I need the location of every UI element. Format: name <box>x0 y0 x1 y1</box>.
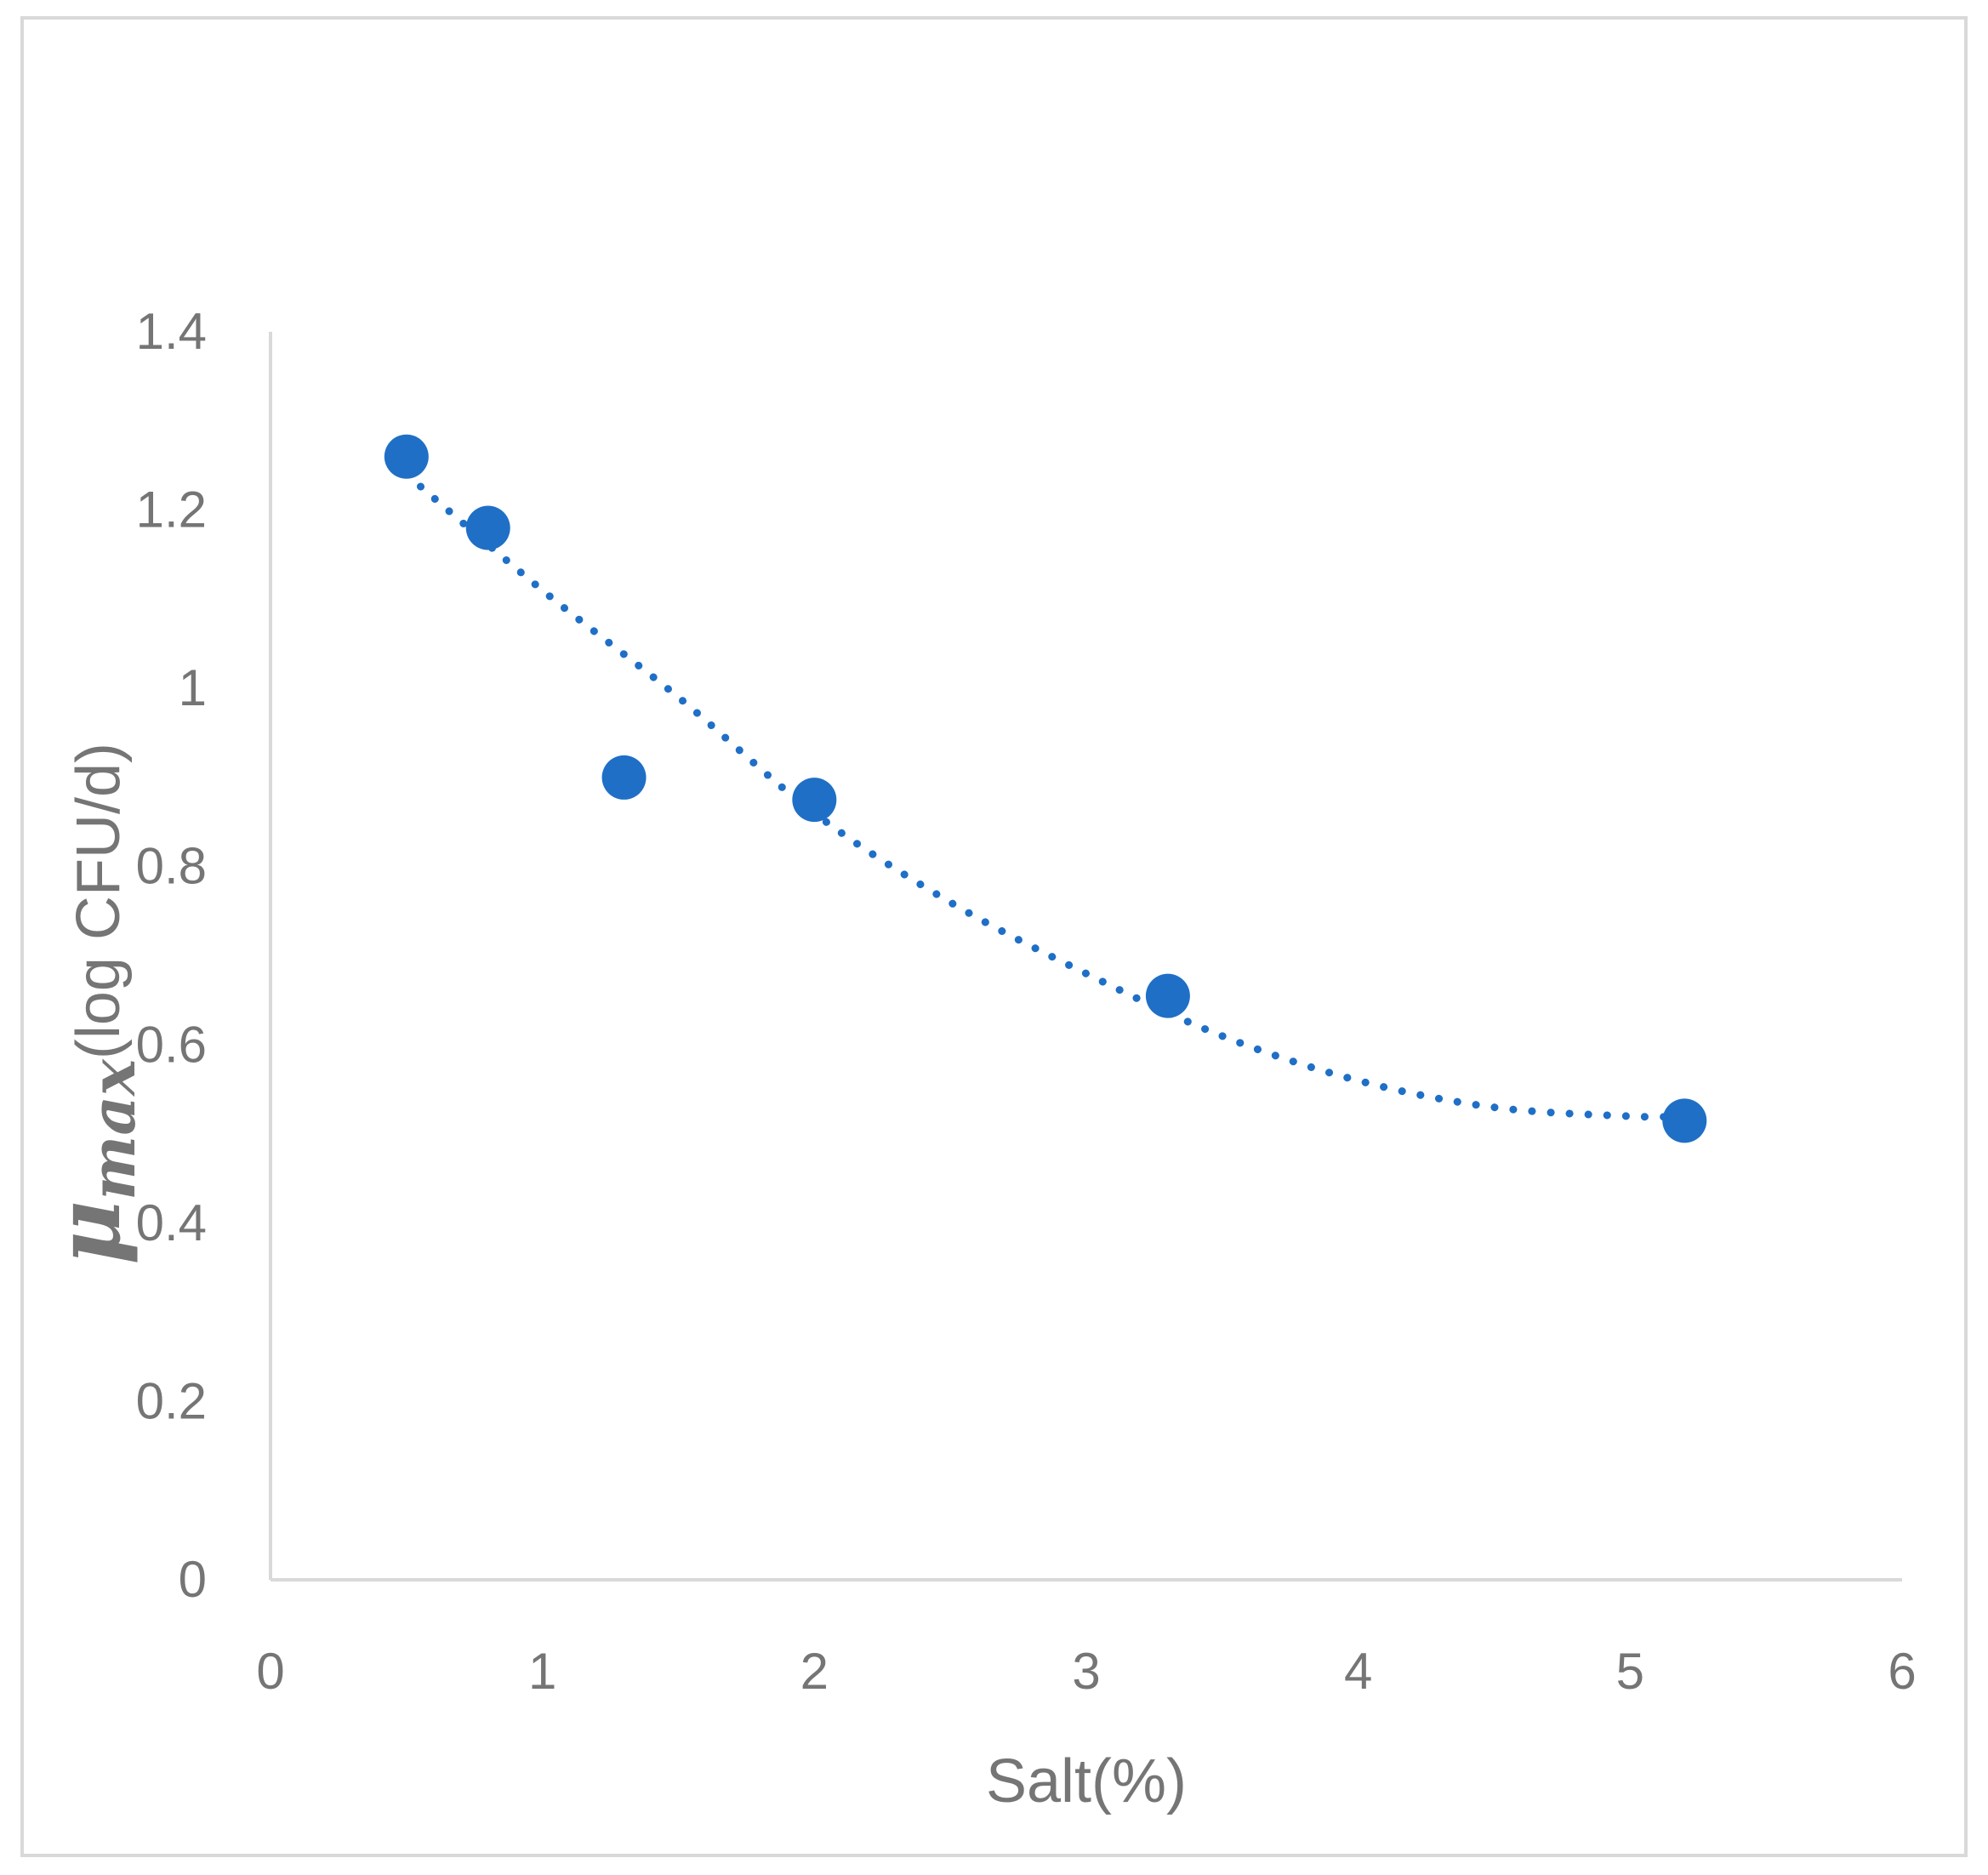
data-point <box>601 755 647 800</box>
trendline <box>402 470 1689 1121</box>
y-tick-labels: 0 0.2 0.4 0.6 0.8 1 1.2 1.4 <box>136 303 207 1608</box>
data-point <box>384 434 429 479</box>
data-points <box>384 434 1707 1143</box>
axes <box>269 332 1902 1581</box>
x-tick-label: 1 <box>528 1643 556 1700</box>
chart-frame <box>20 16 1968 1857</box>
data-point <box>465 505 510 550</box>
x-tick-label: 0 <box>256 1643 284 1700</box>
y-axis-title: μmax(log CFU/d) <box>36 743 149 1265</box>
x-tick-label: 3 <box>1072 1643 1100 1700</box>
y-tick-label: 0 <box>179 1551 207 1608</box>
y-tick-label: 1 <box>179 659 207 716</box>
x-tick-label: 4 <box>1344 1643 1372 1700</box>
x-tick-label: 2 <box>800 1643 829 1700</box>
trendline-curve <box>402 470 1689 1121</box>
y-tick-label: 1.2 <box>136 482 207 539</box>
y-axis-title-units: (log CFU/d) <box>65 743 133 1059</box>
y-tick-label: 0.8 <box>136 838 207 895</box>
data-point <box>1145 973 1190 1018</box>
y-tick-label: 0.2 <box>136 1372 207 1429</box>
y-tick-label: 0.6 <box>136 1016 207 1073</box>
x-tick-label: 6 <box>1888 1643 1916 1700</box>
x-tick-labels: 0 1 2 3 4 5 6 <box>256 1643 1916 1700</box>
y-tick-label: 1.4 <box>136 303 207 360</box>
x-axis-title: Salt(%) <box>986 1747 1187 1815</box>
data-point <box>1662 1098 1707 1143</box>
data-point <box>792 778 837 823</box>
x-tick-label: 5 <box>1616 1643 1644 1700</box>
y-axis-title-subscript: max <box>77 1058 149 1200</box>
y-axis-title-symbol: μ <box>36 1200 140 1265</box>
y-tick-label: 0.4 <box>136 1194 207 1251</box>
